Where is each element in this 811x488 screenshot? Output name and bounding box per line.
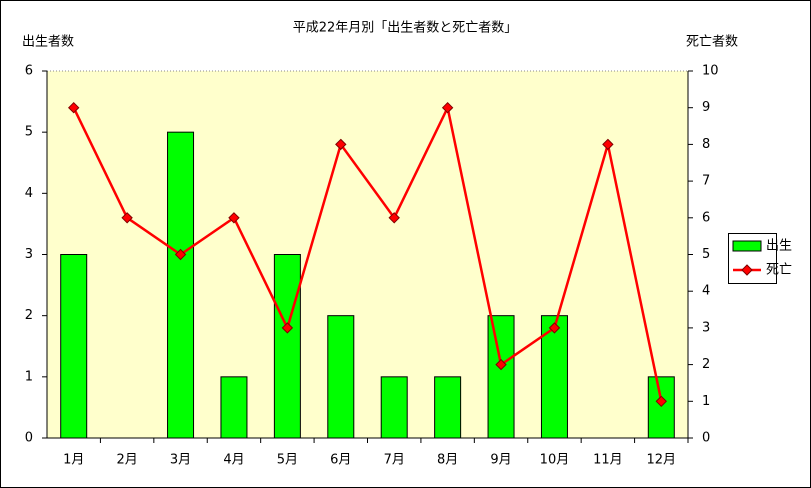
- y-tick-label: 4: [25, 186, 33, 201]
- bar: [434, 376, 462, 439]
- y2-tick-label: 3: [702, 320, 710, 335]
- bar: [273, 254, 301, 439]
- y-axis-label: 出生者数: [22, 35, 74, 50]
- bar: [540, 315, 568, 439]
- x-tick-label: 7月: [384, 453, 405, 468]
- marker: [68, 101, 80, 114]
- x-tick-label: 9月: [490, 453, 511, 468]
- y2-tick-label: 5: [702, 247, 710, 262]
- y-tick-label: 0: [25, 431, 33, 446]
- y2-tick-label: 0: [702, 431, 710, 446]
- marker: [121, 212, 133, 224]
- x-tick-label: 12月: [647, 453, 677, 468]
- y2-tick-label: 2: [702, 357, 710, 372]
- plot-area: [47, 71, 688, 438]
- marker: [602, 138, 614, 151]
- marker: [548, 322, 561, 334]
- legend-swatch: [732, 240, 762, 252]
- x-tick-label: 2月: [116, 453, 137, 468]
- y-tick-label: 2: [25, 308, 33, 323]
- y2-tick-label: 8: [702, 137, 710, 152]
- bar: [487, 315, 515, 439]
- y2-axis-label: 死亡者数: [686, 35, 738, 50]
- x-tick-label: 6月: [330, 453, 351, 468]
- bar: [327, 315, 355, 439]
- x-tick-label: 1月: [63, 453, 84, 468]
- line: [72, 103, 663, 402]
- x-tick-label: 5月: [277, 453, 298, 468]
- bar: [167, 131, 195, 439]
- x-tick-label: 10月: [540, 453, 570, 468]
- x-tick-label: 3月: [170, 453, 191, 468]
- y2-tick-label: 4: [702, 284, 710, 299]
- marker: [655, 395, 667, 408]
- legend-marker: [741, 264, 753, 276]
- chart-title: 平成22年月別「出生者数と死亡者数」: [293, 21, 518, 36]
- marker: [441, 101, 454, 114]
- bar: [60, 254, 88, 439]
- x-tick-label: 11月: [593, 453, 623, 468]
- marker: [335, 138, 347, 151]
- bar: [380, 376, 408, 439]
- y2-tick-label: 6: [702, 210, 710, 225]
- legend-label: 出生: [766, 239, 792, 254]
- marker: [495, 358, 507, 371]
- marker: [281, 322, 294, 334]
- y-tick-label: 6: [25, 64, 33, 79]
- y2-tick-label: 10: [702, 64, 719, 79]
- x-tick-label: 4月: [223, 453, 244, 468]
- marker: [388, 212, 400, 224]
- legend-label: 死亡: [766, 263, 792, 278]
- y2-tick-label: 1: [702, 394, 710, 409]
- marker: [228, 212, 240, 224]
- x-tick-label: 8月: [437, 453, 458, 468]
- bar: [220, 376, 248, 439]
- y-tick-label: 5: [25, 125, 33, 140]
- marker: [174, 248, 187, 261]
- y-tick-label: 3: [25, 247, 33, 262]
- y2-tick-label: 9: [702, 100, 710, 115]
- bar: [647, 376, 675, 439]
- y-tick-label: 1: [25, 369, 33, 384]
- y2-tick-label: 7: [702, 174, 710, 189]
